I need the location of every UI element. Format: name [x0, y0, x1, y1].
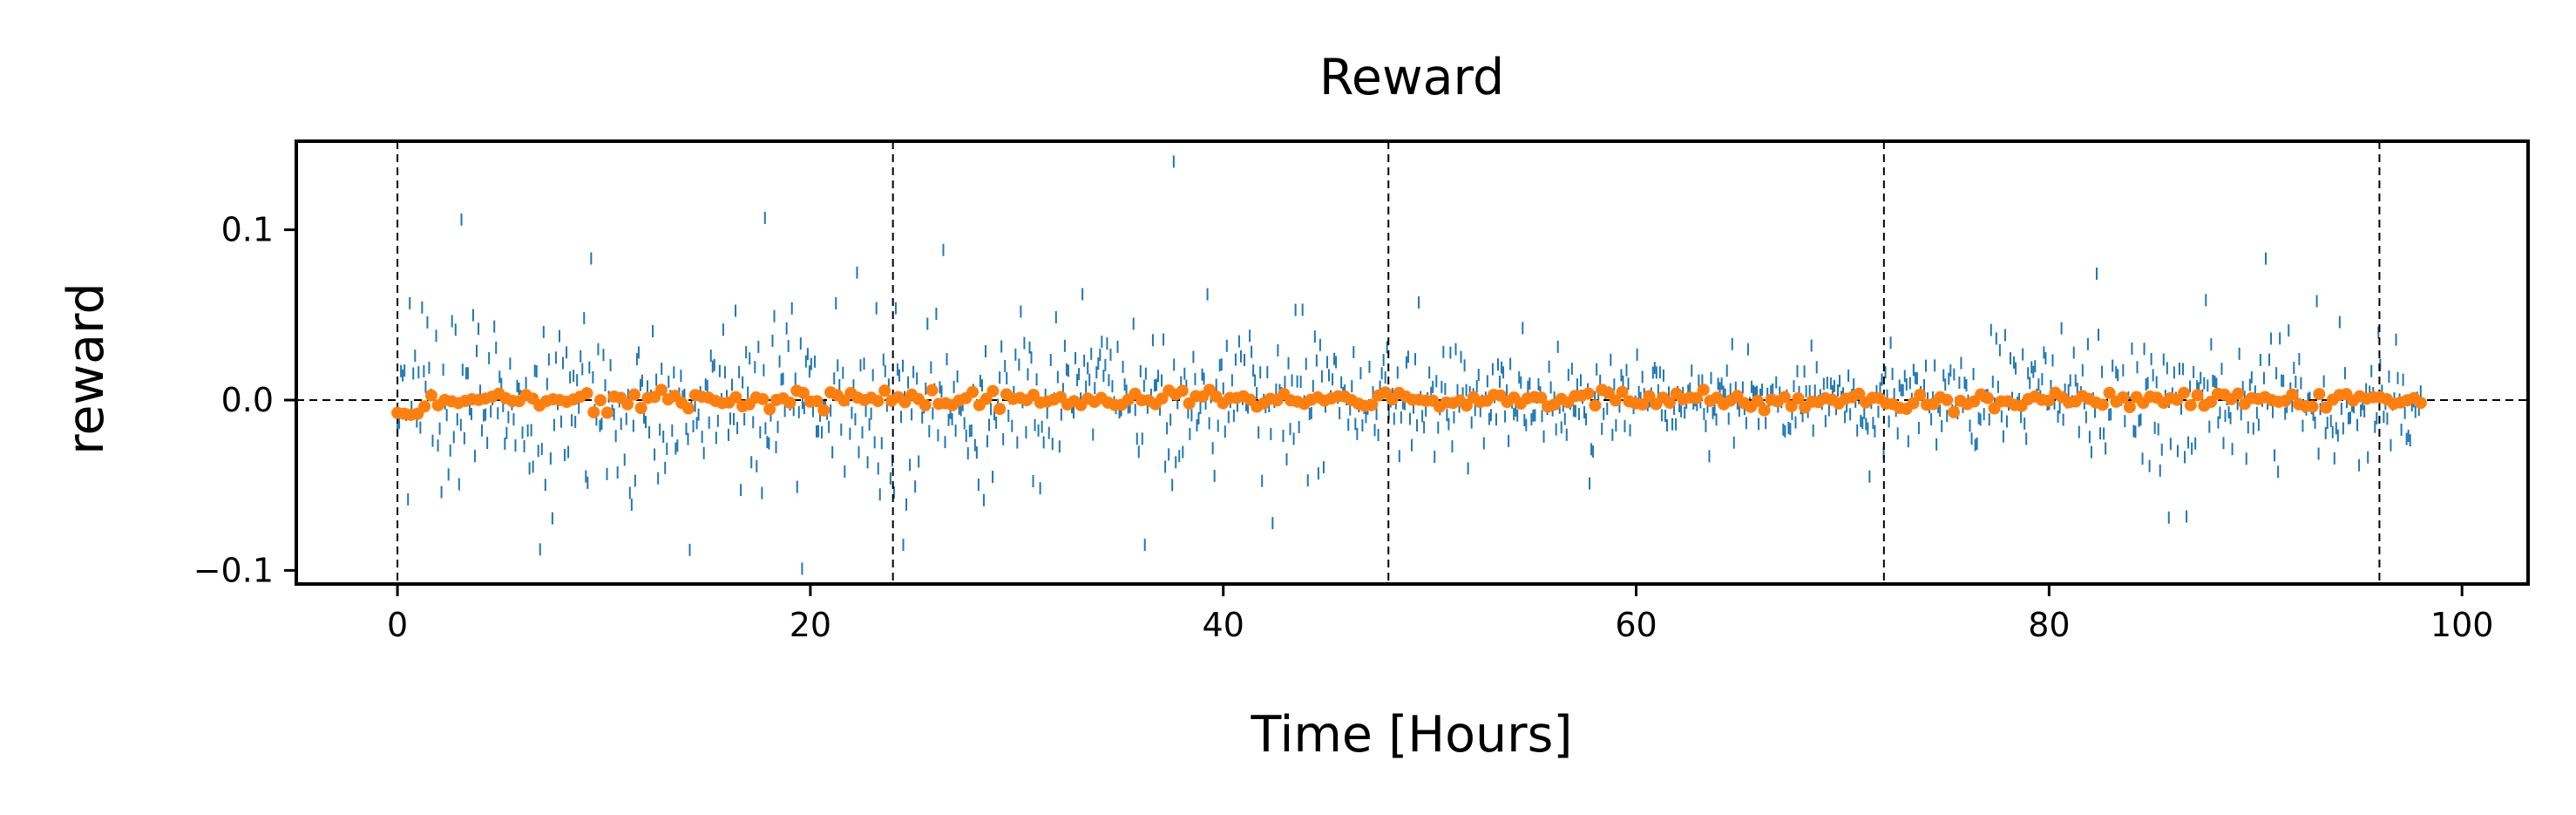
mean-reward-point	[810, 395, 824, 408]
mean-reward-point	[1156, 392, 1169, 405]
mean-reward-point	[1663, 396, 1676, 409]
plot-area	[296, 141, 2528, 584]
mean-reward-point	[1609, 394, 1622, 407]
mean-reward-point	[2286, 388, 2299, 401]
mean-reward-point	[1914, 388, 1927, 401]
mean-reward-point	[681, 402, 695, 415]
mean-reward-point	[1948, 405, 1961, 418]
mean-reward-point	[1460, 399, 1473, 412]
mean-reward-point	[2103, 386, 2116, 399]
mean-reward-point	[1853, 387, 1866, 400]
mean-reward-point	[2096, 398, 2109, 411]
mean-reward-point	[621, 397, 634, 411]
mean-reward-point	[1636, 398, 1649, 411]
mean-reward-point	[729, 391, 742, 404]
mean-reward-point	[797, 386, 810, 399]
mean-reward-point	[2117, 391, 2130, 404]
mean-reward-point	[1616, 385, 1629, 398]
mean-reward-point	[580, 387, 593, 400]
mean-reward-point	[634, 402, 647, 415]
mean-reward-point	[763, 403, 776, 416]
plot-frame	[295, 139, 2530, 586]
mean-reward-point	[594, 394, 607, 407]
mean-reward-point	[1907, 397, 1920, 410]
x-tick-label: 60	[1615, 606, 1657, 644]
mean-reward-point	[418, 400, 431, 413]
mean-reward-point	[817, 404, 830, 417]
y-tick-label: 0.0	[221, 381, 274, 419]
mean-reward-point	[878, 384, 891, 397]
mean-reward-point	[2232, 387, 2245, 400]
mean-reward-point	[1176, 384, 1189, 397]
mean-reward-point	[1751, 395, 1764, 408]
mean-reward-point	[1941, 393, 1954, 406]
mean-reward-point	[966, 385, 980, 398]
mean-reward-point	[1589, 399, 1602, 412]
mean-reward-point	[1643, 390, 1656, 403]
mean-reward-point	[2184, 398, 2197, 411]
mean-reward-point	[2414, 397, 2427, 410]
mean-reward-point	[783, 397, 797, 410]
mean-reward-point	[1785, 400, 1798, 413]
mean-reward-point	[2306, 400, 2319, 413]
mean-reward-point	[2178, 386, 2191, 399]
mean-reward-point	[871, 395, 885, 408]
mean-reward-point	[1697, 384, 1710, 397]
mean-reward-point	[654, 384, 668, 397]
y-tick-label: −0.1	[193, 551, 274, 589]
axes: 0 20 40 60 80 100 −0.1 0.0 0.1	[193, 139, 2530, 644]
mean-reward-point	[2313, 388, 2326, 401]
mean-reward-point	[1582, 387, 1595, 400]
x-tick-label: 20	[790, 606, 831, 644]
mean-reward-point	[1690, 391, 1703, 404]
mean-reward-point	[919, 398, 932, 411]
mean-reward-point	[2320, 401, 2333, 414]
y-axis-label: reward	[58, 282, 115, 454]
x-tick-label: 100	[2430, 606, 2494, 644]
mean-reward-point	[2205, 396, 2218, 409]
mean-reward-point	[1758, 404, 1771, 417]
mean-reward-point	[925, 384, 939, 397]
mean-reward-point	[587, 405, 600, 418]
chart-title: Reward	[1319, 49, 1504, 106]
x-axis-label: Time [Hours]	[1250, 706, 1572, 764]
mean-reward-point	[1792, 392, 1805, 405]
mean-reward-point	[1981, 391, 1994, 404]
mean-reward-point	[2191, 389, 2204, 402]
mean-reward-point	[2123, 401, 2136, 414]
mean-reward-point	[993, 403, 1007, 416]
x-tick-label: 0	[387, 606, 408, 644]
mean-reward-point	[627, 388, 641, 401]
mean-reward-point	[600, 406, 613, 419]
mean-reward-point	[986, 384, 1000, 397]
mean-reward-point	[1366, 398, 1379, 411]
mean-reward-point	[1778, 391, 1791, 404]
mean-reward-point	[424, 389, 437, 402]
series-mean-reward	[391, 384, 2427, 421]
y-tick-label: 0.1	[221, 211, 274, 249]
mean-reward-point	[1535, 391, 1548, 404]
mean-reward-point	[756, 392, 769, 405]
x-tick-label: 80	[2028, 606, 2070, 644]
x-tick-label: 40	[1203, 606, 1244, 644]
